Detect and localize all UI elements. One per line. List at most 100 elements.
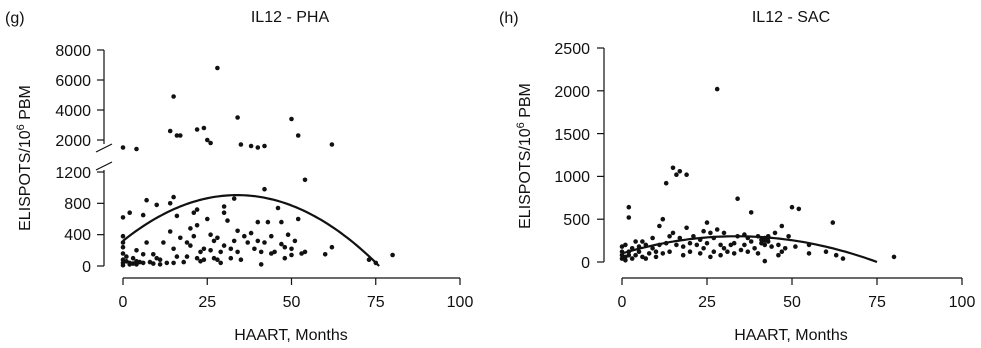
panel-g-data-point (167, 201, 173, 206)
panel-g-y-axis-label-main: ELISPOTS/10 (17, 130, 34, 231)
panel-g-data-point (151, 252, 156, 257)
panel-g-ytick-label: 800 (64, 196, 91, 213)
panel-g-xtick-label: 75 (367, 294, 385, 311)
panel-h-data-point (697, 237, 703, 242)
panel-h-data-point (776, 242, 781, 248)
panel-h-data-point (626, 249, 632, 254)
panel-h-data-point (674, 242, 679, 248)
panel-g-data-point (248, 230, 254, 236)
panel-h-x-axis-label: HAART, Months (734, 327, 848, 344)
panel-g-data-point (134, 146, 139, 152)
panel-h-data-point (776, 252, 781, 258)
panel-h-data-point (694, 242, 700, 248)
panel-h-data-point (691, 234, 696, 239)
panel-g-data-point (289, 246, 294, 252)
panel-g-data-point (188, 226, 193, 231)
panel-g-data-point (242, 233, 247, 239)
panel-h-data-point (701, 228, 706, 234)
panel-g-data-point (272, 249, 277, 255)
panel-h-data-point (745, 249, 751, 254)
panel-h-xtick-label: 75 (868, 294, 886, 311)
panel-g-ytick-label: 6000 (55, 73, 91, 90)
panel-g-data-point (167, 229, 173, 234)
panel-g-data-point (238, 257, 244, 263)
panel-h-data-point (680, 244, 686, 249)
panel-h-data-point (718, 252, 723, 258)
panel-h-data-point (711, 235, 717, 241)
panel-g-data-point (248, 143, 254, 149)
panel-g-data-point (181, 259, 186, 265)
panel-g-data-point (390, 252, 395, 258)
panel-g-data-point (218, 260, 223, 266)
panel-h-data-point (779, 223, 785, 229)
panel-h-xtick-label: 100 (949, 294, 976, 311)
panel-g-data-point (120, 240, 126, 245)
panel-g-data-point (262, 240, 267, 245)
panel-g-data-point (140, 212, 146, 218)
panel-h-data-point (725, 249, 730, 254)
panel-h-data-point (687, 249, 693, 254)
panel-g-data-point (221, 210, 227, 215)
panel-g-data-point (191, 233, 197, 239)
panel-h-data-point (636, 244, 642, 249)
panel-h-data-point (650, 235, 655, 241)
panel-g-data-point (225, 218, 230, 223)
panel-h-data-point (687, 240, 693, 246)
panel-h-data-point (721, 246, 727, 251)
panel-g-data-point (289, 252, 294, 258)
panel-g-data-point (194, 127, 200, 132)
panel-h-data-point (633, 239, 638, 244)
panel-g-data-point (265, 219, 271, 225)
panel-g-data-point (140, 252, 146, 257)
panel-g-data-point (164, 260, 170, 266)
panel-g-data-point (373, 260, 379, 266)
panel-h-data-point (759, 240, 764, 246)
panel-g-data-point (235, 115, 240, 120)
panel-g-y-axis-label-tail: PBM (17, 85, 34, 124)
panel-h-data-point (796, 206, 802, 212)
panel-g-data-point (221, 204, 227, 209)
panel-h-y-axis-label-main: ELISPOTS/10 (517, 128, 534, 229)
panel-g-data-point (302, 177, 308, 183)
panel-g-points (120, 65, 395, 268)
panel-g-data-point (120, 215, 126, 220)
panel-g-ytick-label: 2000 (55, 133, 91, 150)
panel-g-data-point (194, 255, 200, 261)
panel-h-ytick-label: 1500 (554, 127, 590, 144)
panel-h-data-point (633, 252, 638, 258)
panel-g-data-point (228, 255, 234, 261)
panel-h-data-point (782, 246, 788, 251)
panel-h-data-point (704, 240, 710, 246)
panel-h-data-point (755, 251, 761, 256)
panel-h-data-point (643, 242, 649, 248)
panel-h-data-point (714, 86, 720, 92)
panel-h-data-point (650, 246, 655, 251)
panel-g-data-point (198, 249, 203, 255)
panel-h-data-point (670, 230, 676, 236)
panel-g-data-point (178, 235, 183, 241)
panel-h-data-point (626, 252, 632, 258)
panel-h-data-point (718, 242, 723, 248)
panel-h-y-axis-label-tail: PBM (517, 83, 534, 122)
panel-h-data-point (653, 249, 659, 254)
panel-h-data-point (721, 230, 727, 236)
panel-g-data-point (194, 207, 200, 212)
panel-g-data-point (120, 233, 126, 239)
panel-h-ytick-label: 0 (581, 255, 590, 272)
panel-h-data-point (636, 249, 642, 254)
panel-h-data-point (680, 252, 686, 258)
panel-h-data-point (786, 234, 791, 239)
panel-g-data-point (140, 260, 146, 266)
panel-h-xtick-label: 25 (698, 294, 716, 311)
panel-g-ytick-label: 4000 (55, 103, 91, 120)
panel-h-data-point (731, 251, 737, 256)
panel-g-data-point (279, 241, 284, 247)
panel-g-data-point (255, 145, 261, 150)
panel-g-data-point (245, 240, 250, 245)
panel-h-data-point (640, 239, 645, 244)
panel-h-data-point (619, 244, 625, 249)
panel-g-data-point (171, 194, 176, 200)
panel-h-y-axis-label-sup: 6 (515, 122, 527, 128)
panel-g-xtick-label: 50 (283, 294, 301, 311)
